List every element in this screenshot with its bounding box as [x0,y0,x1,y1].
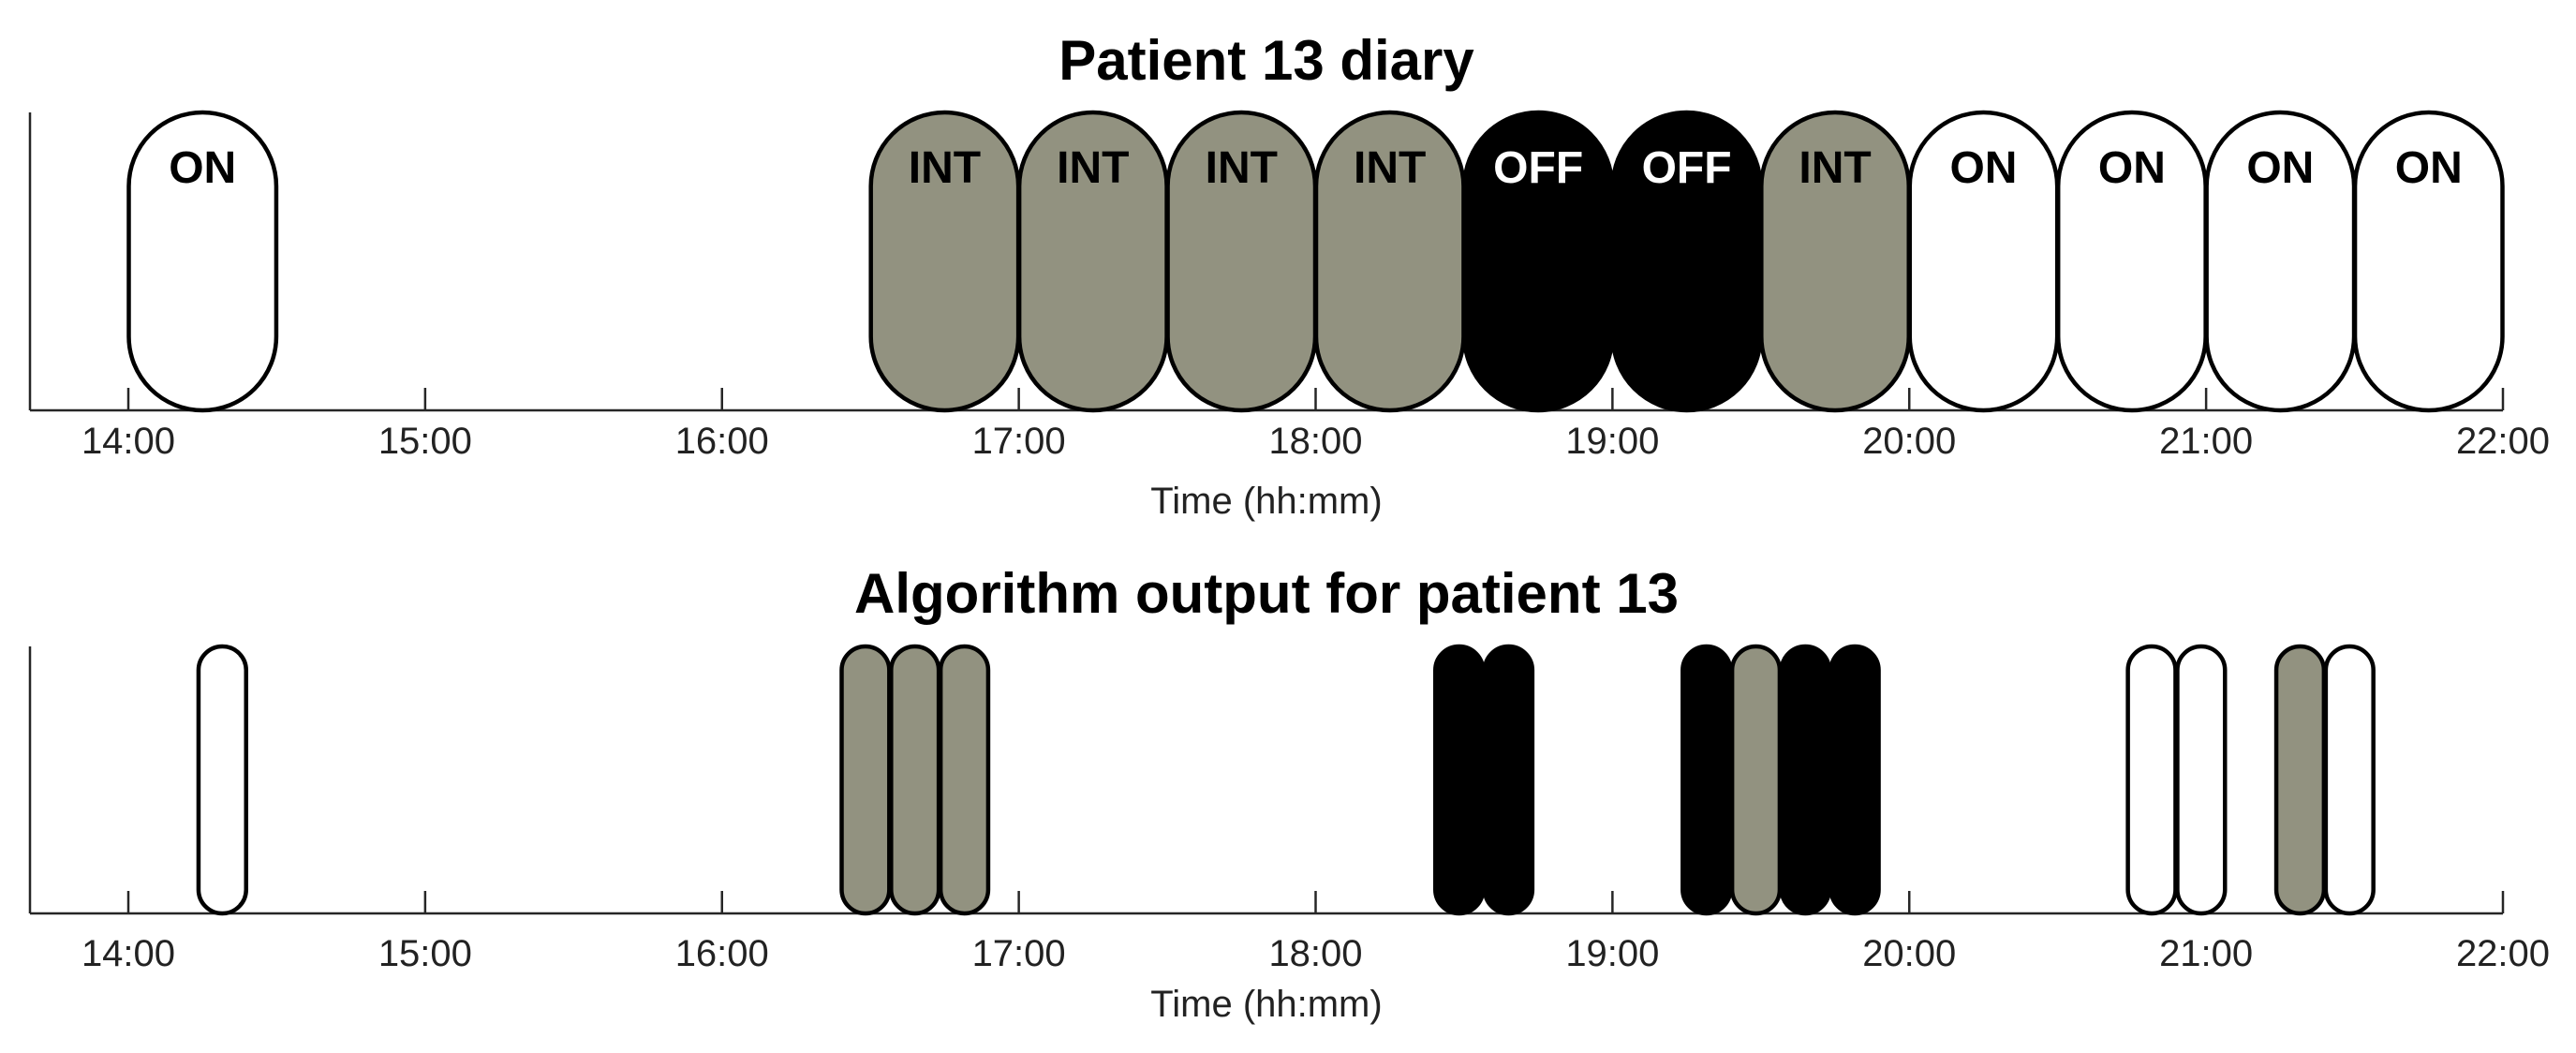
algorithm-x-axis-label: Time (hh:mm) [1150,984,1382,1025]
algorithm-state-block-off [1433,644,1486,916]
algorithm-x-tick-label: 15:00 [378,933,472,974]
diary-state-label: OFF [1493,143,1583,193]
algorithm-state-block-int [1729,644,1783,916]
diary-state-label: ON [1949,143,2017,193]
algorithm-state-block-on [2323,644,2376,916]
algorithm-chart-title: Algorithm output for patient 13 [854,562,1679,625]
diary-chart-title: Patient 13 diary [1059,29,1474,92]
algorithm-state-block-on [2175,644,2228,916]
diary-state-label: ON [2246,143,2314,193]
algorithm-state-block-on [196,644,248,916]
algorithm-x-tick-label: 21:00 [2159,933,2253,974]
diary-x-tick-label: 20:00 [1862,421,1956,462]
diary-x-tick-label: 17:00 [972,421,1066,462]
diary-x-axis-label: Time (hh:mm) [1150,481,1382,522]
diary-panel: Patient 13 diary Time (hh:mm) 14:00 15:00… [28,29,2550,522]
algorithm-x-tick-label: 17:00 [972,933,1066,974]
diary-state-label: INT [909,143,981,193]
diary-state-label: ON [169,143,236,193]
diary-state-block-on [2352,110,2505,413]
diary-x-tick-label: 21:00 [2159,421,2253,462]
diary-state-label: ON [2395,143,2463,193]
algorithm-state-block-int [938,644,991,916]
algorithm-state-block-int [889,644,941,916]
algorithm-panel: Algorithm output for patient 13 Time (hh… [28,562,2550,1025]
diary-x-tick-label: 16:00 [675,421,769,462]
diary-state-label: INT [1057,143,1129,193]
diary-state-block-on [126,110,279,413]
diary-state-label: INT [1206,143,1278,193]
diary-x-tick-label: 14:00 [81,421,175,462]
diary-x-tick-label: 22:00 [2456,421,2550,462]
algorithm-x-tick-label: 19:00 [1565,933,1659,974]
diary-x-tick-label: 15:00 [378,421,472,462]
diary-x-tick-label: 18:00 [1268,421,1362,462]
diary-state-label: INT [1354,143,1426,193]
algorithm-state-block-off [1482,644,1535,916]
algorithm-state-block-on [2125,644,2178,916]
algorithm-state-block-off [1779,644,1831,916]
algorithm-state-block-int [839,644,892,916]
diary-state-label: ON [2098,143,2166,193]
algorithm-state-block-off [1828,644,1881,916]
algorithm-state-block-off [1680,644,1733,916]
algorithm-x-tick-label: 18:00 [1268,933,1362,974]
diary-state-label: OFF [1642,143,1732,193]
algorithm-x-tick-label: 14:00 [81,933,175,974]
diary-state-label: INT [1799,143,1871,193]
diary-x-tick-label: 19:00 [1565,421,1659,462]
algorithm-x-tick-label: 16:00 [675,933,769,974]
algorithm-x-tick-label: 20:00 [1862,933,1956,974]
algorithm-state-block-int [2273,644,2327,916]
algorithm-x-tick-label: 22:00 [2456,933,2550,974]
